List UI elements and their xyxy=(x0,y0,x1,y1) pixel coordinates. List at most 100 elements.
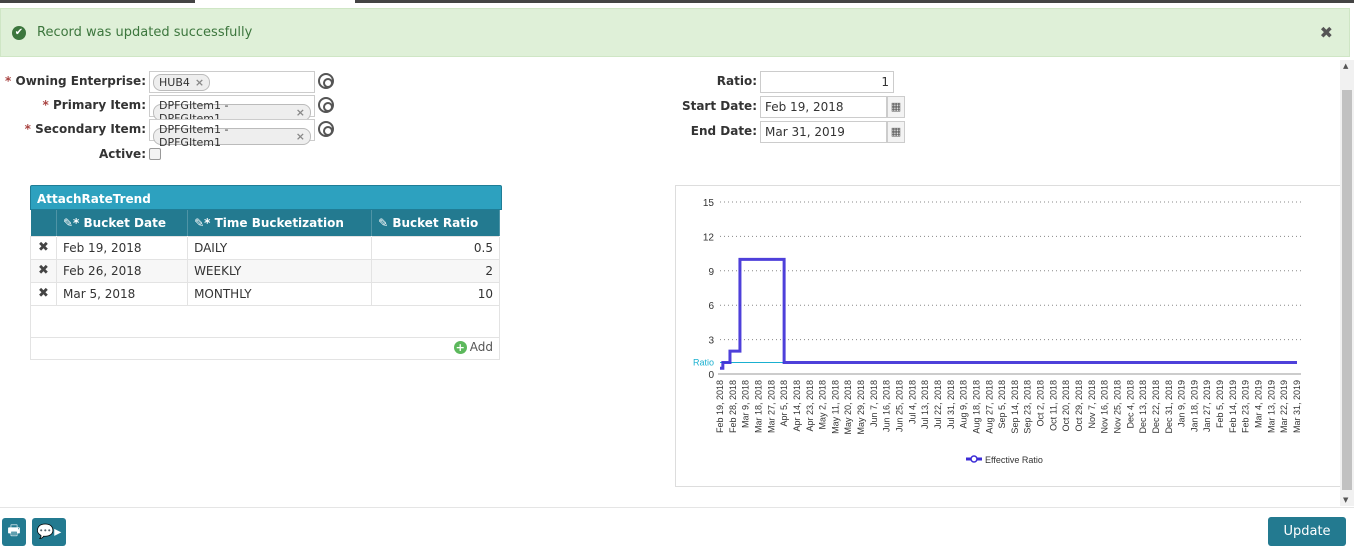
x-tick-label: Apr 14, 2018 xyxy=(792,380,802,432)
y-tick-label: 15 xyxy=(703,198,715,209)
x-tick-label: May 2, 2018 xyxy=(818,380,828,430)
y-tick-label: 12 xyxy=(703,232,715,243)
owning-enterprise-field[interactable]: HUB4 × xyxy=(149,71,315,93)
start-date-input[interactable]: Feb 19, 2018 xyxy=(760,96,887,118)
x-tick-label: Apr 5, 2018 xyxy=(779,380,789,427)
y-tick-label: 0 xyxy=(708,370,714,381)
x-tick-label: Oct 20, 2018 xyxy=(1061,380,1071,432)
x-tick-label: May 11, 2018 xyxy=(830,380,840,434)
x-tick-label: Mar 31, 2019 xyxy=(1292,380,1302,433)
active-checkbox[interactable] xyxy=(149,148,161,160)
x-tick-label: Nov 7, 2018 xyxy=(1087,380,1097,429)
update-button[interactable]: Update xyxy=(1268,517,1346,546)
lookup-icon[interactable] xyxy=(318,73,334,89)
x-tick-label: Feb 5, 2019 xyxy=(1215,380,1225,428)
cell-ratio[interactable]: 2 xyxy=(371,258,500,283)
header-bucket-ratio[interactable]: ✎ Bucket Ratio xyxy=(371,210,500,236)
header-bucket-date[interactable]: ✎* Bucket Date xyxy=(56,210,189,236)
table-row: ✖ Feb 19, 2018 DAILY 0.5 xyxy=(30,235,500,260)
x-tick-label: Mar 4, 2019 xyxy=(1254,380,1264,428)
remove-tag-icon[interactable]: × xyxy=(295,129,305,143)
top-tab-strip xyxy=(0,0,1354,3)
cell-date[interactable]: Feb 19, 2018 xyxy=(55,235,189,260)
cell-ratio[interactable]: 0.5 xyxy=(371,235,500,260)
x-tick-label: May 20, 2018 xyxy=(843,380,853,435)
cell-date[interactable]: Mar 5, 2018 xyxy=(55,281,189,306)
x-tick-label: Jan 27, 2019 xyxy=(1202,380,1212,432)
x-tick-label: Jul 31, 2018 xyxy=(946,380,956,429)
cell-date[interactable]: Feb 26, 2018 xyxy=(55,258,189,283)
x-tick-label: Mar 18, 2018 xyxy=(753,380,763,433)
y-tick-label: 3 xyxy=(708,336,714,347)
y-tick-label: 9 xyxy=(708,267,714,278)
delete-row-icon[interactable]: ✖ xyxy=(30,258,57,283)
x-tick-label: Jun 25, 2018 xyxy=(895,380,905,432)
pencil-icon: ✎ xyxy=(378,215,389,230)
x-tick-label: Jan 18, 2019 xyxy=(1189,380,1199,432)
tag-chip: DPFGItem1 - DPFGItem1× xyxy=(153,99,311,125)
x-tick-label: Sep 23, 2018 xyxy=(1023,380,1033,434)
ratio-reference-label: Ratio xyxy=(693,358,714,368)
primary-item-field[interactable]: DPFGItem1 - DPFGItem1× xyxy=(149,95,315,125)
alert-message: Record was updated successfully xyxy=(37,25,253,40)
secondary-item-label: * Secondary Item: xyxy=(24,122,146,136)
x-tick-label: Feb 14, 2019 xyxy=(1228,380,1238,433)
x-tick-label: Dec 31, 2018 xyxy=(1164,380,1174,434)
delete-row-icon[interactable]: ✖ xyxy=(30,235,57,260)
x-tick-label: Jun 16, 2018 xyxy=(882,380,892,432)
x-tick-label: Oct 11, 2018 xyxy=(1048,380,1058,431)
lookup-icon[interactable] xyxy=(318,121,334,137)
end-date-label: End Date: xyxy=(690,124,757,138)
ratio-input[interactable]: 1 xyxy=(760,71,894,93)
print-button[interactable]: 🖶 xyxy=(2,518,26,546)
cell-bucket[interactable]: DAILY xyxy=(187,235,373,260)
x-tick-label: Aug 27, 2018 xyxy=(984,380,994,434)
delete-row-icon[interactable]: ✖ xyxy=(30,281,57,306)
pencil-icon: ✎* xyxy=(194,215,211,230)
x-tick-label: Aug 9, 2018 xyxy=(959,380,969,429)
x-tick-label: Sep 14, 2018 xyxy=(1010,380,1020,434)
close-icon[interactable]: ✖ xyxy=(1319,23,1333,42)
lookup-icon[interactable] xyxy=(318,97,334,113)
x-tick-label: Dec 4, 2018 xyxy=(1125,380,1135,429)
legend-marker xyxy=(970,455,978,463)
x-tick-label: Mar 27, 2018 xyxy=(766,380,776,433)
plus-icon: + xyxy=(453,340,467,354)
end-date-input[interactable]: Mar 31, 2019 xyxy=(760,121,887,143)
x-tick-label: Nov 16, 2018 xyxy=(1100,380,1110,434)
x-tick-label: Jul 22, 2018 xyxy=(933,380,943,429)
secondary-item-field[interactable]: DPFGItem1 - DPFGItem1 × xyxy=(149,119,315,149)
x-tick-label: Nov 25, 2018 xyxy=(1112,380,1122,434)
x-tick-label: Jul 13, 2018 xyxy=(920,380,930,429)
pencil-icon: ✎* xyxy=(63,215,80,230)
x-tick-label: Oct 2, 2018 xyxy=(1036,380,1046,427)
owning-enterprise-label: * Owning Enterprise: xyxy=(5,74,146,88)
cell-ratio[interactable]: 10 xyxy=(371,281,500,306)
x-tick-label: Oct 29, 2018 xyxy=(1074,380,1084,432)
x-tick-label: Feb 28, 2018 xyxy=(728,380,738,433)
check-circle-icon: ✔ xyxy=(12,25,26,40)
chat-button[interactable]: 💬▸ xyxy=(32,518,66,546)
remove-tag-icon[interactable]: × xyxy=(295,105,305,119)
header-time-bucketization[interactable]: ✎* Time Bucketization xyxy=(187,210,373,236)
header-actions xyxy=(30,210,57,236)
table-row: ✖ Feb 26, 2018 WEEKLY 2 xyxy=(30,258,500,283)
add-row-button[interactable]: + Add xyxy=(453,339,493,354)
vertical-scrollbar[interactable]: ▲ ▼ xyxy=(1340,60,1354,506)
active-label: Active: xyxy=(98,147,146,161)
calendar-icon[interactable]: ▦ xyxy=(887,121,905,143)
cell-bucket[interactable]: MONTHLY xyxy=(187,281,373,306)
effective-ratio-chart: 0 3 6 9 12 15 Feb 19, 2018 Feb 28, 2018 Mar 9, 2… xyxy=(675,185,1346,487)
ratio-label: Ratio: xyxy=(716,74,757,88)
x-tick-label: Sep 5, 2018 xyxy=(997,380,1007,429)
chart-svg: 0 3 6 9 12 15 Feb 19, 2018 Feb 28, 2018 Mar 9, 2… xyxy=(693,198,1302,465)
x-tick-label: May 29, 2018 xyxy=(856,380,866,435)
x-tick-label: Mar 13, 2019 xyxy=(1266,380,1276,433)
x-tick-label: Mar 22, 2019 xyxy=(1279,380,1289,433)
x-tick-label: Jan 9, 2019 xyxy=(1177,380,1187,427)
remove-tag-icon[interactable]: × xyxy=(194,76,205,89)
calendar-icon[interactable]: ▦ xyxy=(887,96,905,118)
cell-bucket[interactable]: WEEKLY xyxy=(187,258,373,283)
x-tick-label: Aug 18, 2018 xyxy=(971,380,981,434)
footer-bar: 🖶 💬▸ Update xyxy=(0,507,1354,553)
